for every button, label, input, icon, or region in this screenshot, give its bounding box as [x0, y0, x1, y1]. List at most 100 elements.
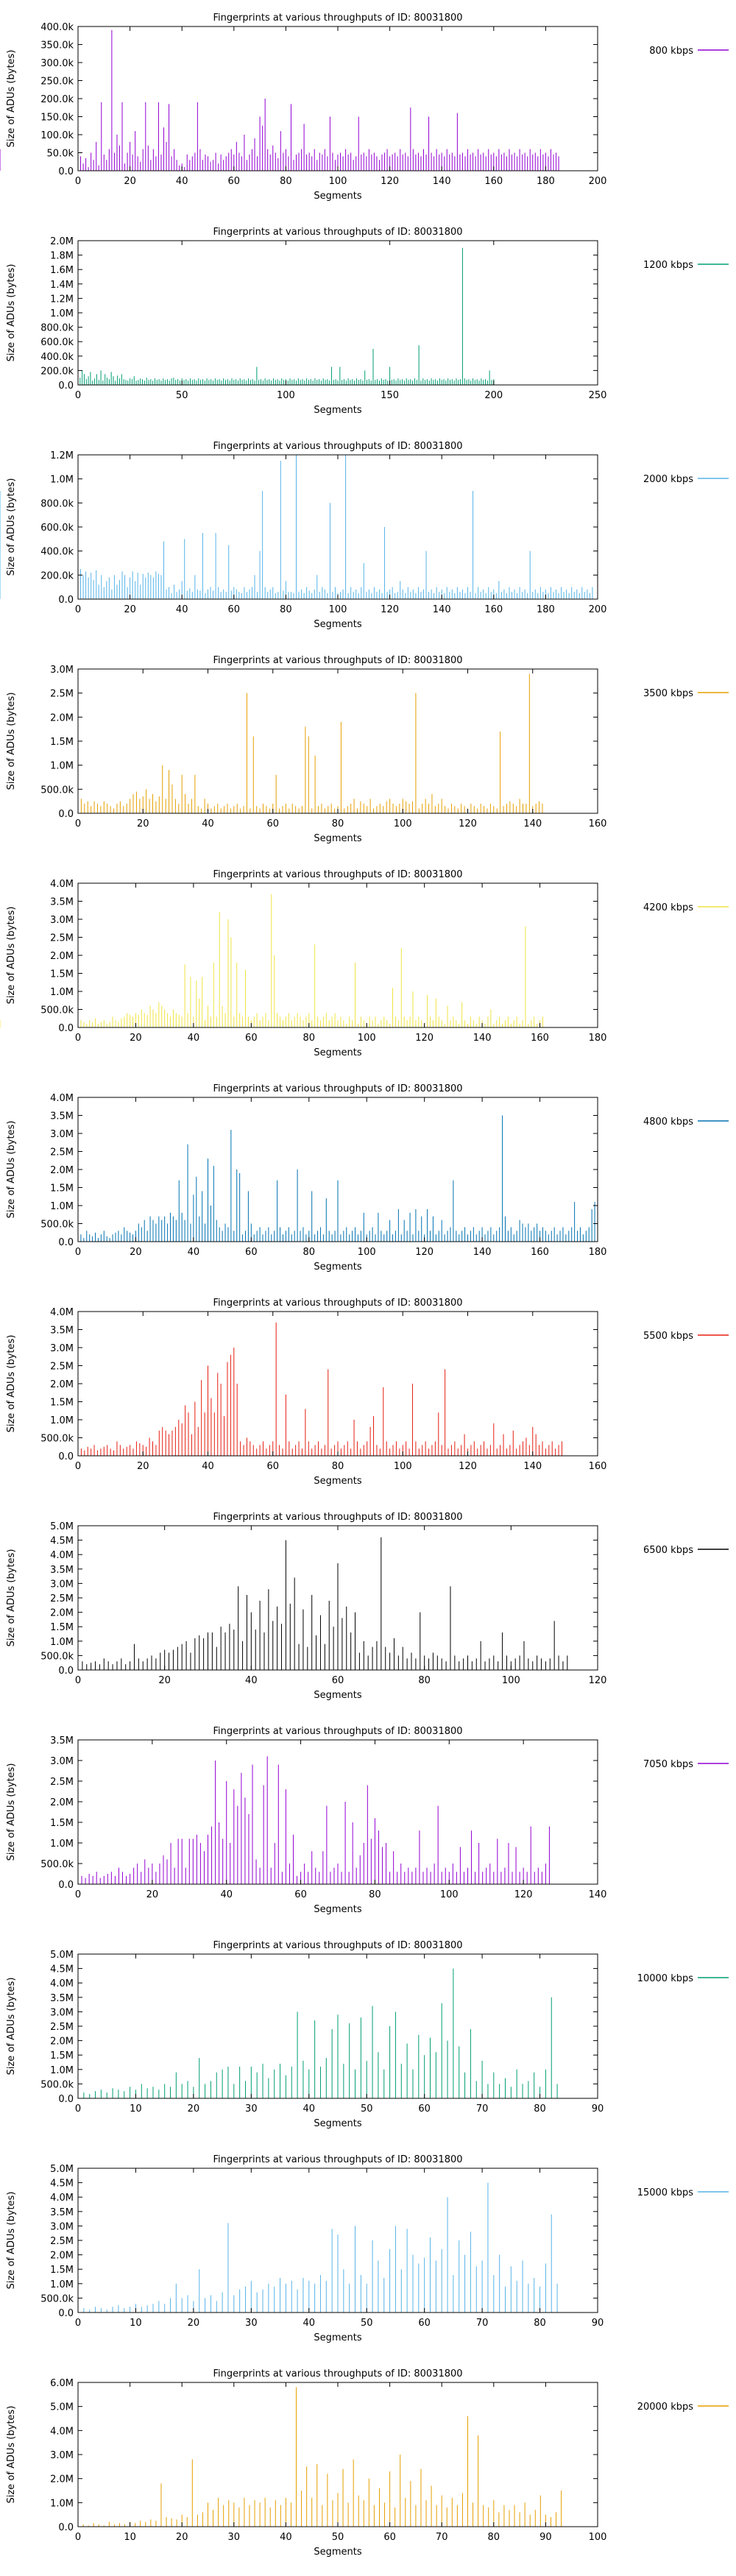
plot-frame	[77, 1739, 598, 1885]
x-axis-label: Segments	[314, 1904, 362, 1915]
x-tick-label: 80	[534, 2318, 546, 2329]
x-tick-label: 60	[418, 2318, 431, 2329]
y-tick-label: 1.2M	[50, 294, 74, 305]
y-tick-label: 2.0M	[50, 2474, 74, 2485]
x-tick-label: 60	[332, 1675, 344, 1686]
y-tick-label: 800.0k	[40, 498, 74, 509]
y-tick-label: 2.5M	[50, 2022, 74, 2033]
y-tick-label: 1.0M	[50, 761, 74, 772]
y-tick-label: 4.0M	[50, 1550, 74, 1561]
x-tick-label: 160	[531, 1247, 549, 1258]
chart-panel-4: Fingerprints at various throughputs of I…	[0, 869, 729, 1058]
x-tick-label: 160	[484, 176, 503, 187]
x-tick-label: 60	[228, 604, 241, 615]
y-axis-label: Size of ADUs (bytes)	[6, 693, 17, 790]
y-tick-label: 1.0M	[50, 2065, 74, 2076]
y-tick-label: 1.0M	[50, 2279, 74, 2290]
x-tick-label: 160	[531, 1033, 549, 1044]
y-tick-label: 0.0	[58, 809, 74, 820]
x-tick-label: 60	[245, 1033, 258, 1044]
x-tick-label: 60	[266, 818, 279, 829]
x-tick-label: 120	[459, 818, 477, 829]
y-tick-label: 3.0M	[50, 915, 74, 926]
x-tick-label: 0	[75, 1461, 81, 1472]
x-tick-label: 90	[592, 2103, 604, 2115]
chart-title: Fingerprints at various throughputs of I…	[213, 1083, 462, 1094]
y-tick-label: 100.0k	[40, 130, 74, 141]
y-tick-label: 2.0M	[50, 2037, 74, 2048]
x-tick-label: 200	[589, 176, 607, 187]
x-tick-label: 100	[277, 390, 295, 401]
y-tick-label: 1.5M	[50, 969, 74, 980]
x-tick-label: 0	[75, 1033, 81, 1044]
y-tick-label: 3.5M	[50, 1565, 74, 1576]
y-tick-label: 2.0M	[50, 951, 74, 962]
x-tick-label: 20	[188, 2103, 200, 2115]
y-tick-label: 1.0M	[50, 987, 74, 998]
x-tick-label: 100	[502, 1675, 520, 1686]
x-tick-label: 20	[130, 1033, 142, 1044]
x-tick-label: 80	[534, 2103, 546, 2115]
x-tick-label: 0	[75, 2103, 81, 2115]
x-tick-label: 70	[436, 2532, 448, 2543]
x-tick-label: 120	[381, 604, 399, 615]
y-tick-label: 4.5M	[50, 2179, 74, 2190]
x-tick-label: 40	[220, 1889, 233, 1900]
y-tick-label: 3.5M	[50, 1993, 74, 2004]
x-tick-label: 50	[361, 2103, 373, 2115]
y-tick-label: 4.5M	[50, 1536, 74, 1547]
chart-title: Fingerprints at various throughputs of I…	[213, 869, 462, 880]
y-tick-label: 5.0M	[50, 1950, 74, 1961]
plot-frame	[77, 882, 598, 1028]
x-tick-label: 10	[130, 2318, 142, 2329]
x-tick-label: 40	[176, 604, 188, 615]
x-tick-label: 120	[589, 1675, 607, 1686]
y-tick-label: 50.0k	[47, 149, 74, 160]
x-tick-label: 160	[589, 1461, 607, 1472]
y-tick-label: 500.0k	[40, 785, 74, 796]
y-axis-label: Size of ADUs (bytes)	[6, 1335, 17, 1433]
x-axis-label: Segments	[314, 1476, 362, 1487]
x-tick-label: 0	[75, 2318, 81, 2329]
chart-panel-1: Fingerprints at various throughputs of I…	[6, 227, 729, 416]
y-tick-label: 1.2M	[50, 450, 74, 461]
y-axis-label: Size of ADUs (bytes)	[6, 2192, 17, 2290]
y-tick-label: 3.5M	[50, 1326, 74, 1337]
plot-frame	[77, 240, 598, 386]
x-tick-label: 40	[303, 2103, 316, 2115]
x-tick-label: 140	[589, 1889, 607, 1900]
y-tick-label: 3.5M	[50, 1735, 74, 1747]
x-tick-label: 120	[459, 1461, 477, 1472]
x-tick-label: 0	[75, 390, 81, 401]
y-tick-label: 2.5M	[50, 933, 74, 944]
x-tick-label: 60	[228, 176, 241, 187]
y-tick-label: 4.0M	[50, 1307, 74, 1318]
x-tick-label: 80	[369, 1889, 381, 1900]
x-tick-label: 80	[303, 1033, 316, 1044]
x-tick-label: 80	[303, 1247, 316, 1258]
y-tick-label: 500.0k	[40, 2293, 74, 2304]
x-tick-label: 0	[75, 604, 81, 615]
legend-label: 4800 kbps	[643, 1117, 693, 1128]
y-tick-label: 3.0M	[50, 1129, 74, 1140]
chart-title: Fingerprints at various throughputs of I…	[213, 1940, 462, 1951]
y-axis-label: Size of ADUs (bytes)	[6, 50, 17, 148]
x-axis-label: Segments	[314, 405, 362, 416]
x-tick-label: 120	[381, 176, 399, 187]
legend-label: 20000 kbps	[637, 2402, 694, 2413]
chart-panel-11: Fingerprints at various throughputs of I…	[6, 2368, 729, 2558]
x-tick-label: 50	[332, 2532, 344, 2543]
x-axis-label: Segments	[314, 2332, 362, 2343]
x-tick-label: 50	[361, 2318, 373, 2329]
x-tick-label: 30	[245, 2103, 258, 2115]
y-tick-label: 500.0k	[40, 1005, 74, 1016]
x-tick-label: 200	[484, 390, 503, 401]
y-tick-label: 5.0M	[50, 1521, 74, 1532]
x-tick-label: 180	[589, 1247, 607, 1258]
y-tick-label: 0.0	[58, 1451, 74, 1462]
x-axis-label: Segments	[314, 191, 362, 202]
y-tick-label: 200.0k	[40, 94, 74, 105]
x-tick-label: 20	[146, 1889, 159, 1900]
x-tick-label: 180	[589, 1033, 607, 1044]
x-tick-label: 40	[188, 1247, 200, 1258]
